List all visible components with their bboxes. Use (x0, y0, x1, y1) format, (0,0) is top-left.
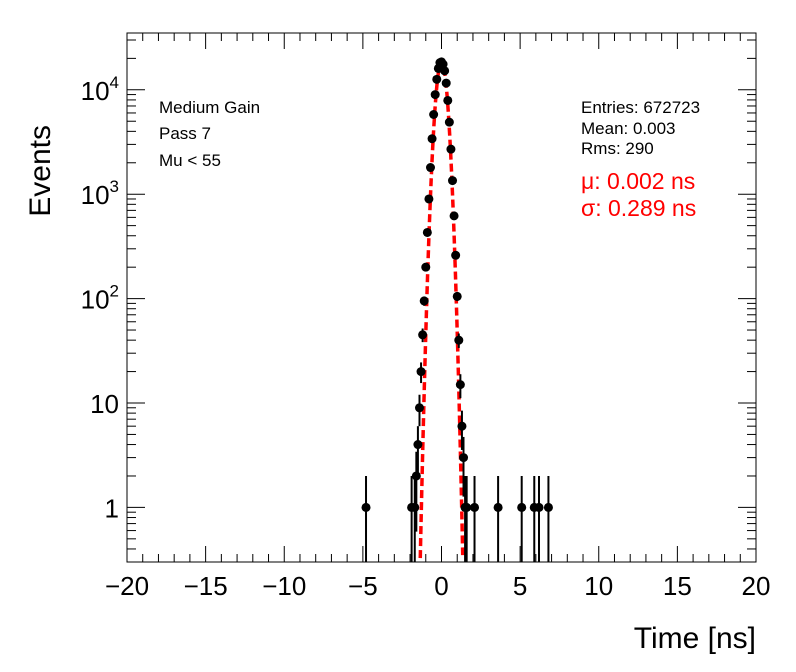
data-point (361, 502, 371, 512)
data-point (457, 421, 467, 431)
data-point (430, 90, 440, 100)
x-tick-label: 0 (434, 571, 448, 601)
data-point (517, 502, 527, 512)
data-point (493, 502, 503, 512)
fit-sigma-label: σ: 0.289 ns (581, 195, 696, 221)
y-tick-label: 103 (81, 177, 119, 210)
data-point (432, 74, 442, 84)
data-point (441, 78, 451, 88)
fit-curve (418, 60, 465, 559)
x-tick-label: −5 (348, 571, 378, 601)
x-tick-label: −20 (105, 571, 149, 601)
data-point (410, 502, 420, 512)
y-tick-label: 10 (90, 389, 119, 419)
axis-ticks (126, 33, 757, 563)
data-point (422, 227, 432, 237)
y-axis-label: Events (24, 125, 57, 217)
annotation-gain: Medium Gain (159, 98, 260, 117)
x-tick-labels: −20 −15 −10 −5 0 5 10 15 20 (105, 571, 771, 601)
data-point (451, 250, 461, 260)
x-axis-label: Time [ns] (634, 622, 756, 655)
x-tick-label: −10 (262, 571, 306, 601)
data-point (411, 471, 421, 481)
gaussian-fit-line (418, 60, 465, 559)
data-point (449, 211, 459, 221)
data-point (455, 380, 465, 390)
y-tick-label: 102 (81, 282, 119, 315)
data-point (440, 66, 450, 76)
data-point (414, 403, 424, 413)
data-point (454, 335, 464, 345)
data-point (416, 367, 426, 377)
annotation-mu-cut: Mu < 55 (159, 151, 221, 170)
data-point (446, 144, 456, 154)
y-tick-labels: 1 10 102 103 104 (81, 73, 119, 524)
data-point (534, 502, 544, 512)
stats-mean: Mean: 0.003 (581, 119, 676, 138)
annotation-pass: Pass 7 (159, 124, 211, 143)
data-point (459, 453, 469, 463)
data-point (448, 176, 458, 186)
data-point (470, 502, 480, 512)
data-point (429, 110, 439, 120)
data-point (418, 330, 428, 340)
y-tick-label: 1 (105, 493, 119, 523)
data-point (543, 502, 553, 512)
stats-rms: Rms: 290 (581, 139, 654, 158)
data-point (452, 291, 462, 301)
data-point (443, 95, 453, 105)
data-point (427, 134, 437, 144)
fit-mu-label: μ: 0.002 ns (581, 168, 695, 194)
data-point (421, 262, 431, 272)
data-point (444, 117, 454, 127)
y-tick-label: 104 (81, 73, 119, 106)
x-tick-label: 20 (742, 571, 771, 601)
data-point (413, 440, 423, 450)
data-point (424, 194, 434, 204)
x-tick-label: 15 (663, 571, 692, 601)
data-points (361, 57, 553, 562)
x-tick-label: 5 (513, 571, 527, 601)
data-point (462, 502, 472, 512)
x-tick-label: 10 (584, 571, 613, 601)
data-point (425, 163, 435, 173)
x-tick-label: −15 (184, 571, 228, 601)
stats-entries: Entries: 672723 (581, 98, 700, 117)
data-point (419, 296, 429, 306)
